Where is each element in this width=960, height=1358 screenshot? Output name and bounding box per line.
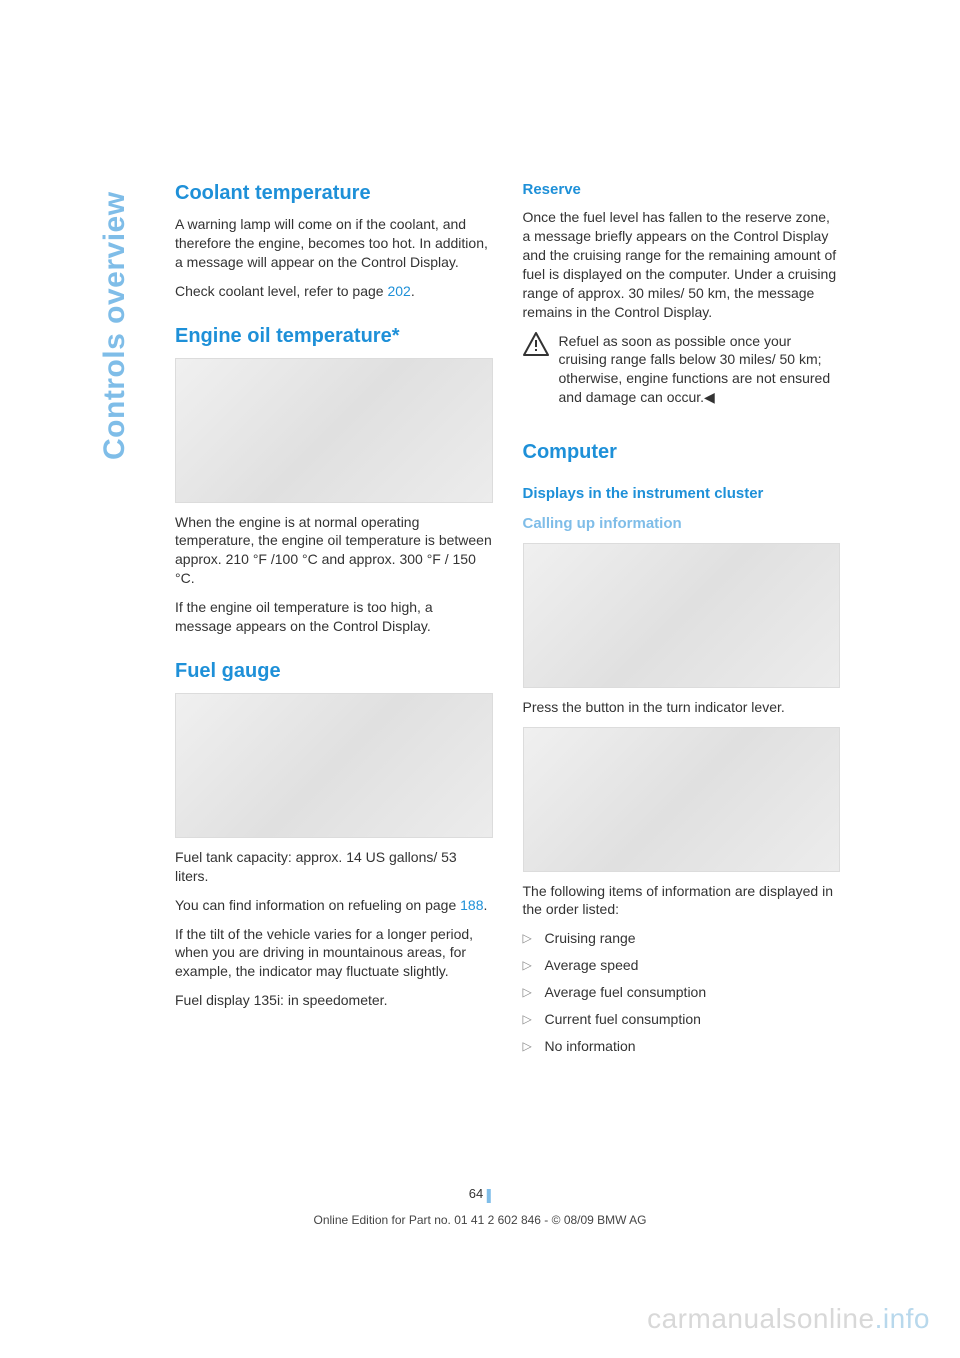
list-item: Average fuel consumption [523,983,841,1002]
watermark-prefix: carmanualsonline [647,1303,874,1334]
fuel-tilt-text: If the tilt of the vehicle varies for a … [175,925,493,982]
refueling-post: . [484,897,488,913]
page-number: 64 [469,1185,483,1203]
list-item: Average speed [523,956,841,975]
watermark-suffix: .info [875,1303,930,1334]
heading-fuel-gauge: Fuel gauge [175,658,493,685]
page-number-block: 64 [469,1185,491,1203]
heading-coolant-temperature: Coolant temperature [175,180,493,207]
coolant-check-post: . [411,283,415,299]
right-column: Reserve Once the fuel level has fallen t… [523,180,841,1064]
watermark: carmanualsonline.info [647,1300,930,1338]
two-column-layout: Coolant temperature A warning lamp will … [175,180,840,1064]
engine-oil-paragraph-2: If the engine oil temperature is too hig… [175,598,493,636]
warning-text: Refuel as soon as possible once your cru… [559,332,841,408]
turn-indicator-lever-image [523,543,841,688]
engine-oil-paragraph-1: When the engine is at normal operating t… [175,513,493,589]
manual-page: Controls overview Coolant temperature A … [0,0,960,1358]
engine-oil-gauge-image [175,358,493,503]
heading-computer: Computer [523,439,841,466]
reserve-paragraph: Once the fuel level has fallen to the re… [523,208,841,321]
heading-calling-up-information: Calling up information [523,514,841,534]
refueling-info-text: You can find information on refueling on… [175,896,493,915]
list-item: Cruising range [523,929,841,948]
warning-icon [523,332,549,356]
press-button-text: Press the button in the turn indicator l… [523,698,841,717]
heading-displays-instrument-cluster: Displays in the instrument cluster [523,484,841,504]
list-item: No information [523,1037,841,1056]
page-link-202[interactable]: 202 [387,283,410,299]
heading-engine-oil-temperature: Engine oil temperature* [175,323,493,350]
fuel-capacity-text: Fuel tank capacity: approx. 14 US gallon… [175,848,493,886]
heading-reserve: Reserve [523,180,841,200]
info-order-text: The following items of information are d… [523,882,841,920]
coolant-check-text: Check coolant level, refer to page [175,283,387,299]
footer-text: Online Edition for Part no. 01 41 2 602 … [0,1212,960,1228]
warning-block: Refuel as soon as possible once your cru… [523,332,841,418]
fuel-gauge-image [175,693,493,838]
page-link-188[interactable]: 188 [460,897,483,913]
section-side-label: Controls overview [95,191,136,460]
coolant-paragraph-1: A warning lamp will come on if the coola… [175,215,493,272]
refueling-pre: You can find information on refueling on… [175,897,460,913]
left-column: Coolant temperature A warning lamp will … [175,180,493,1064]
page-number-bar [487,1189,491,1203]
instrument-display-image [523,727,841,872]
coolant-paragraph-2: Check coolant level, refer to page 202. [175,282,493,301]
info-items-list: Cruising range Average speed Average fue… [523,929,841,1055]
fuel-display-135i-text: Fuel display 135i: in speedometer. [175,991,493,1010]
list-item: Current fuel consumption [523,1010,841,1029]
